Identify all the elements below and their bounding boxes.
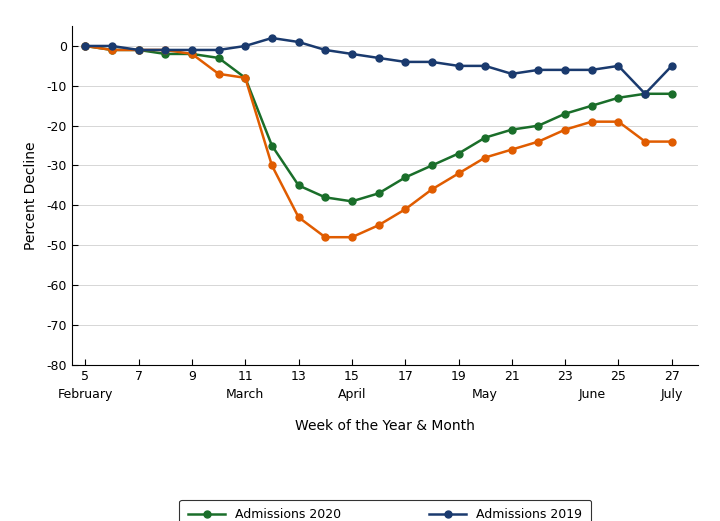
Text: June: June bbox=[578, 388, 606, 401]
Text: July: July bbox=[660, 388, 683, 401]
Text: Week of the Year & Month: Week of the Year & Month bbox=[295, 419, 475, 433]
Text: March: March bbox=[226, 388, 264, 401]
Y-axis label: Percent Decline: Percent Decline bbox=[24, 141, 38, 250]
Text: February: February bbox=[58, 388, 113, 401]
Text: May: May bbox=[472, 388, 498, 401]
Text: April: April bbox=[338, 388, 366, 401]
Legend: Admissions 2020, Non-Covid Admissions 2020, Admissions 2019: Admissions 2020, Non-Covid Admissions 20… bbox=[179, 500, 591, 521]
